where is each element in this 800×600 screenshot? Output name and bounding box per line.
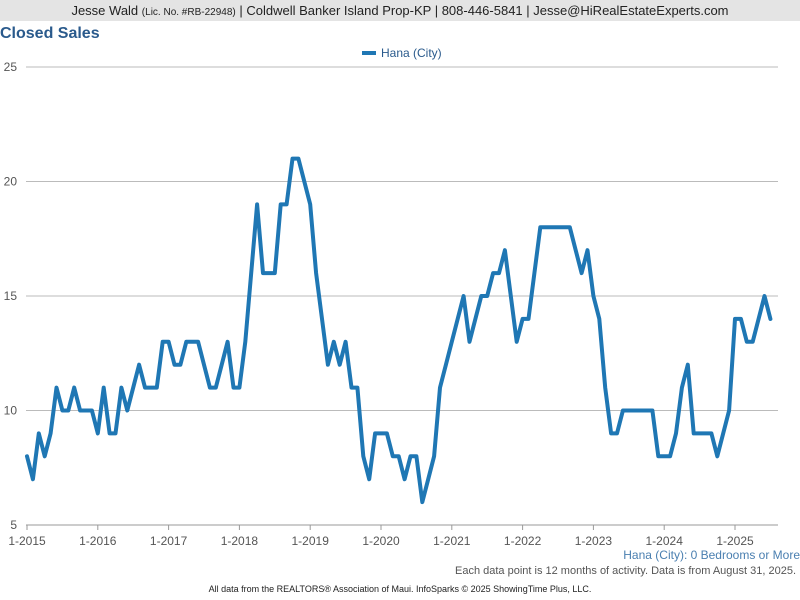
contact-info: | Coldwell Banker Island Prop-KP | 808-4… — [239, 3, 729, 18]
series-layer — [25, 156, 773, 505]
legend-label: Hana (City) — [381, 46, 442, 60]
x-tick-label: 1-2019 — [292, 534, 330, 548]
y-tick-label: 20 — [4, 175, 18, 189]
y-tick-label: 25 — [4, 60, 18, 74]
x-tick-label: 1-2017 — [150, 534, 188, 548]
y-axis: 5 10 15 20 25 — [4, 60, 18, 532]
x-tick-label: 1-2023 — [575, 534, 613, 548]
y-tick-label: 15 — [4, 289, 18, 303]
filter-description[interactable]: Hana (City): 0 Bedrooms or More — [623, 548, 800, 562]
series-line — [25, 156, 773, 505]
header-bar: Jesse Wald (Lic. No. #RB-22948) | Coldwe… — [0, 0, 800, 21]
x-tick-label: 1-2018 — [221, 534, 259, 548]
data-note: Each data point is 12 months of activity… — [455, 565, 796, 577]
x-tick-label: 1-2022 — [504, 534, 542, 548]
x-tick-label: 1-2020 — [362, 534, 400, 548]
y-tick-label: 5 — [10, 518, 17, 532]
x-tick-label: 1-2021 — [433, 534, 471, 548]
legend[interactable]: Hana (City) — [362, 46, 442, 60]
x-tick-label: 1-2016 — [79, 534, 117, 548]
chart-title: Closed Sales — [0, 25, 100, 42]
footer-credit: All data from the REALTORS® Association … — [208, 584, 592, 594]
x-tick-label: 1-2024 — [646, 534, 684, 548]
x-tick-label: 1-2015 — [8, 534, 46, 548]
x-axis: 1-2015 1-2016 1-2017 1-2018 1-2019 1-2020 1-20… — [8, 524, 778, 548]
y-tick-label: 10 — [4, 404, 18, 418]
legend-swatch — [362, 51, 376, 55]
license-number: (Lic. No. #RB-22948) — [141, 7, 236, 18]
agent-name: Jesse Wald — [71, 3, 139, 18]
x-tick-label: 1-2025 — [716, 534, 754, 548]
